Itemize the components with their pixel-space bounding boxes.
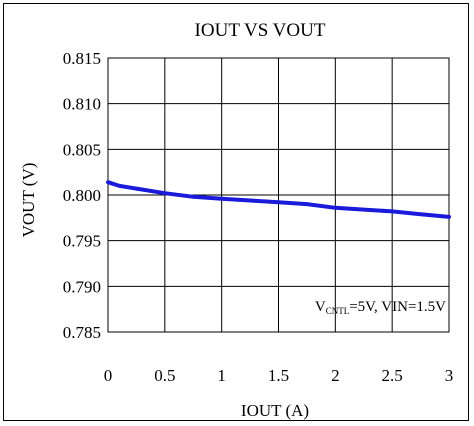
x-tick-label: 2 — [331, 366, 340, 385]
x-tick-label: 3 — [445, 366, 454, 385]
y-tick-label: 0.805 — [63, 140, 101, 159]
chart-title: IOUT VS VOUT — [195, 20, 326, 41]
annotation-subscript: CNTL — [326, 306, 350, 316]
y-tick-label: 0.815 — [63, 49, 101, 68]
y-tick-label: 0.785 — [63, 323, 101, 342]
conditions-annotation: VCNTL=5V, VIN=1.5V — [315, 299, 446, 316]
x-tick-label: 0.5 — [154, 366, 175, 385]
x-tick-label: 1 — [217, 366, 226, 385]
annotation-v: V — [315, 299, 326, 315]
x-tick-labels: 0 0.5 1 1.5 2 2.5 3 — [104, 366, 454, 385]
y-tick-labels: 0.815 0.810 0.805 0.800 0.795 0.790 0.785 — [63, 49, 101, 342]
x-axis-label: IOUT (A) — [241, 401, 309, 420]
y-tick-label: 0.800 — [63, 186, 101, 205]
grid — [107, 57, 450, 333]
y-tick-label: 0.790 — [63, 277, 101, 296]
annotation-rest: =5V, VIN=1.5V — [349, 299, 446, 315]
x-tick-label: 2.5 — [382, 366, 403, 385]
plot-area-border — [107, 57, 450, 333]
x-tick-label: 1.5 — [268, 366, 289, 385]
series-line — [106, 180, 451, 219]
y-tick-label: 0.795 — [63, 232, 101, 251]
x-tick-label: 0 — [104, 366, 113, 385]
y-axis-label: VOUT (V) — [19, 163, 38, 238]
y-tick-label: 0.810 — [63, 95, 101, 114]
